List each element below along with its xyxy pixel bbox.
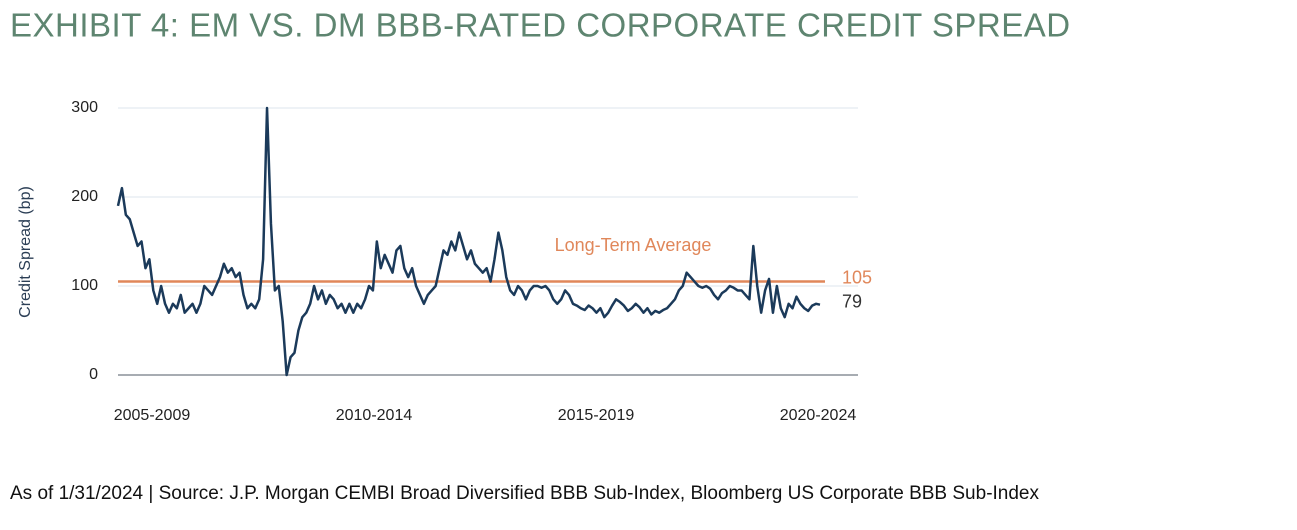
footnote: As of 1/31/2024 | Source: J.P. Morgan CE… [10,483,1039,504]
chart-title: EXHIBIT 4: EM VS. DM BBB-RATED CORPORATE… [10,7,1071,44]
x-tick-label: 2020-2024 [780,407,857,424]
y-tick-label: 300 [71,99,98,116]
average-label: Long-Term Average [555,235,712,255]
end-value-label: 79 [842,291,862,311]
average-value-label: 105 [842,267,872,287]
x-tick-label: 2005-2009 [114,407,191,424]
x-tick-label: 2015-2019 [558,407,635,424]
series-line [116,106,821,377]
y-tick-label: 100 [71,277,98,294]
y-axis-label: Credit Spread (bp) [17,186,34,318]
y-tick-label: 200 [71,188,98,205]
x-tick-label: 2010-2014 [336,407,413,424]
y-tick-label: 0 [89,366,98,383]
